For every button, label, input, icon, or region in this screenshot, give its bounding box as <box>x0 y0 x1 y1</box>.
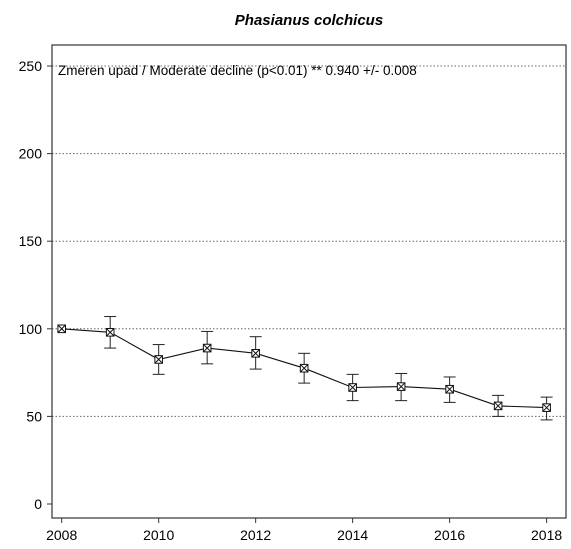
data-point-2016 <box>445 384 454 394</box>
plot-area <box>51 44 567 519</box>
gridlines <box>52 65 566 417</box>
point-marker-cross <box>106 328 115 337</box>
x-axis: 2008 2010 2012 2014 2016 2018 <box>46 518 562 543</box>
point-marker-cross <box>251 349 260 358</box>
data-point-2014 <box>348 383 357 392</box>
chart-title: Phasianus colchicus <box>235 12 383 29</box>
point-marker-cross <box>396 382 406 391</box>
data-point-2013 <box>299 363 309 373</box>
point-marker-cross <box>348 383 357 392</box>
y-tick-label-150: 150 <box>19 233 43 249</box>
data-point-2012 <box>251 349 260 358</box>
y-axis: 0 50 100 150 200 250 <box>19 58 52 512</box>
data-point-2008 <box>57 324 66 334</box>
trend-annotation: Zmeren upad / Moderate decline (p<0.01) … <box>58 63 417 78</box>
point-marker-cross <box>57 324 66 333</box>
point-marker-cross <box>542 403 551 412</box>
point-marker-cross <box>203 343 212 353</box>
x-tick-label-2010: 2010 <box>143 527 174 543</box>
y-tick-label-100: 100 <box>19 321 43 337</box>
data-point-2010 <box>154 355 163 364</box>
x-tick-label-2008: 2008 <box>46 527 77 543</box>
y-tick-label-250: 250 <box>19 58 43 74</box>
point-marker-cross <box>154 355 163 364</box>
data-point-2011 <box>202 343 212 353</box>
y-tick-label-200: 200 <box>19 146 43 162</box>
data-point-2017 <box>493 401 503 411</box>
point-marker-cross <box>299 364 309 373</box>
y-tick-label-50: 50 <box>26 408 42 424</box>
data-point-2009 <box>105 328 115 337</box>
x-tick-label-2014: 2014 <box>337 527 368 543</box>
x-tick-label-2018: 2018 <box>531 527 562 543</box>
series <box>57 316 553 421</box>
x-tick-label-2012: 2012 <box>240 527 271 543</box>
y-tick-label-0: 0 <box>34 496 42 512</box>
x-tick-label-2016: 2016 <box>434 527 465 543</box>
data-point-2015 <box>396 382 406 391</box>
point-marker-cross <box>445 385 454 394</box>
data-point-2018 <box>542 403 551 412</box>
point-marker-cross <box>493 401 503 411</box>
